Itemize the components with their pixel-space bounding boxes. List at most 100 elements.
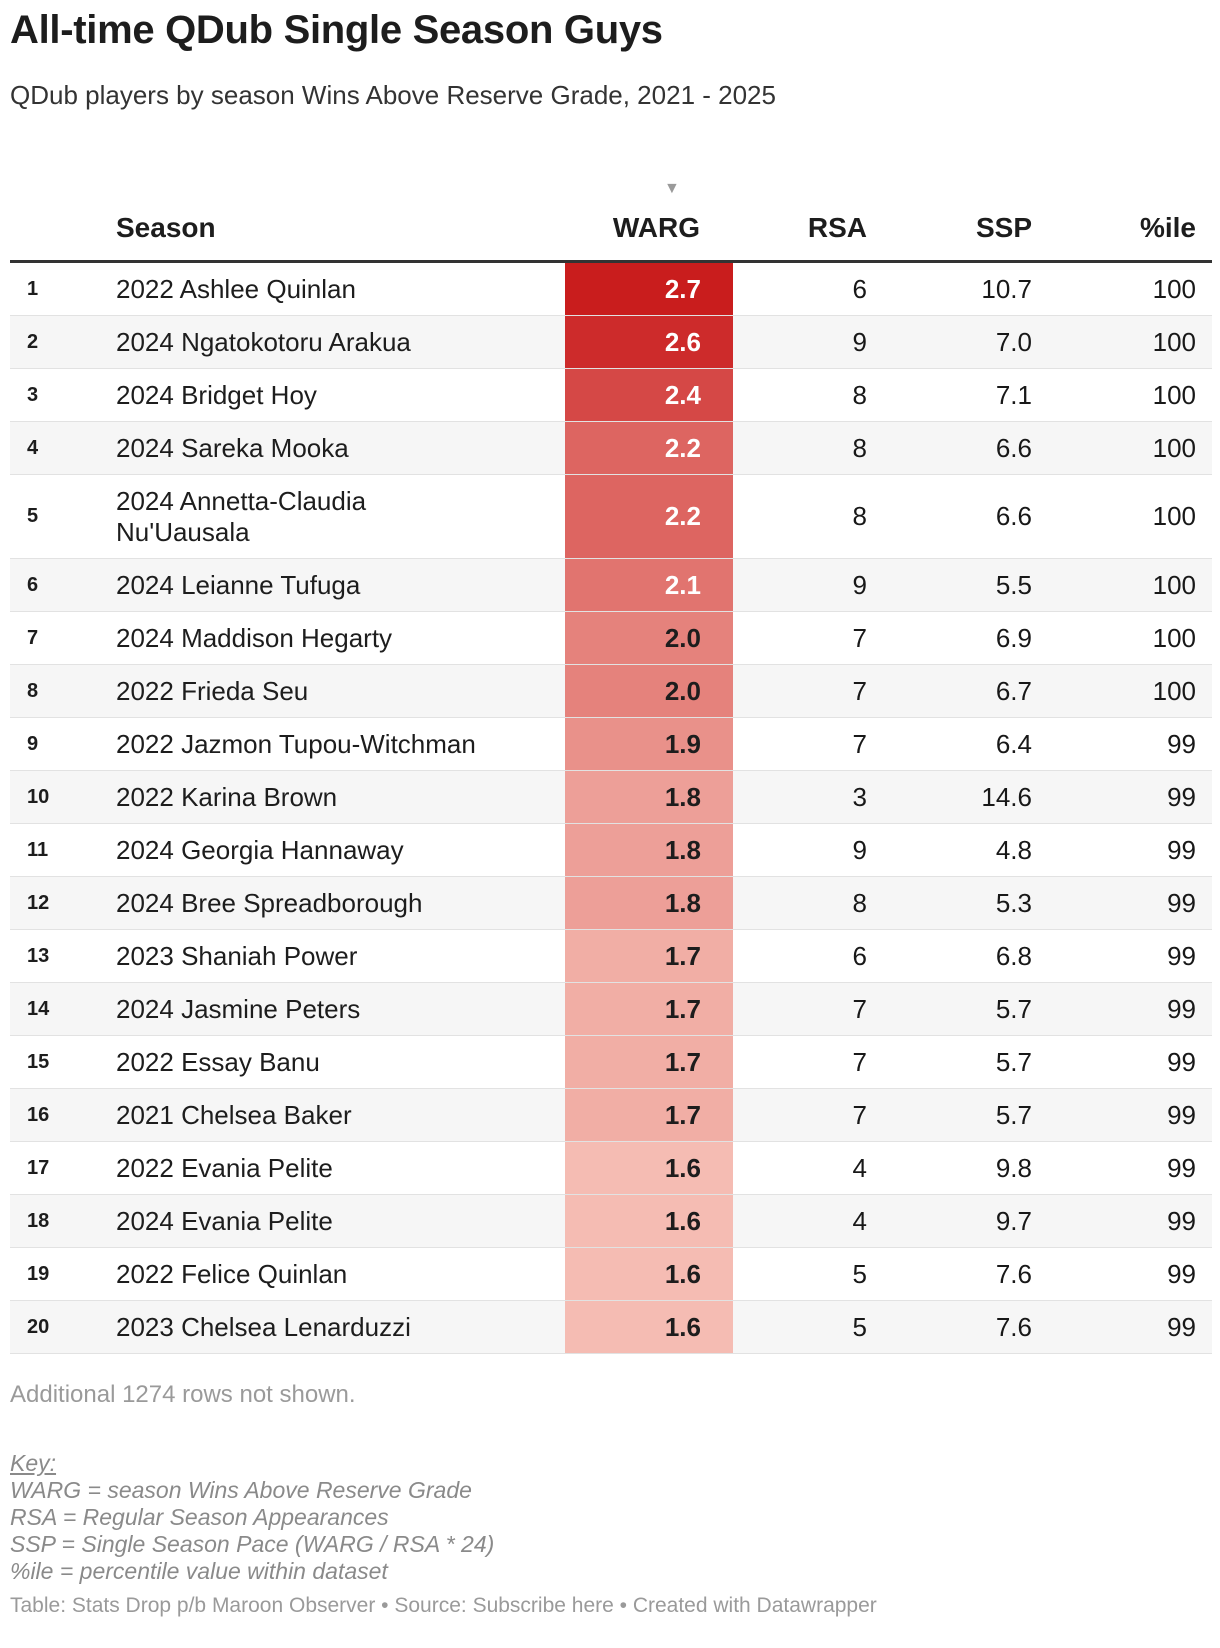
rank-cell: 19 [27, 1262, 50, 1285]
ssp-cell: 14.6 [981, 781, 1032, 812]
warg-cell: 1.7 [565, 930, 733, 982]
rank-cell: 7 [27, 626, 39, 649]
table-header: Season WARG RSA SSP %ile [10, 170, 1212, 263]
rsa-cell: 6 [852, 940, 867, 971]
percentile-cell: 99 [1167, 728, 1196, 759]
ssp-cell: 7.1 [995, 379, 1032, 410]
percentile-cell: 99 [1167, 1258, 1196, 1289]
warg-cell: 2.1 [565, 559, 733, 611]
season-cell: 2021 Chelsea Baker [116, 1099, 352, 1130]
table-row: 15 2022 Essay Banu 1.7 7 5.7 99 [10, 1036, 1212, 1089]
ssp-cell: 6.7 [995, 675, 1032, 706]
rsa-cell: 7 [852, 993, 867, 1024]
warg-cell: 1.8 [565, 877, 733, 929]
season-cell: 2022 Felice Quinlan [116, 1258, 348, 1289]
header-rsa[interactable]: RSA [807, 212, 867, 243]
chart-subtitle: QDub players by season Wins Above Reserv… [10, 80, 776, 110]
season-cell: 2024 Annetta-Claudia Nu'Uausala [116, 485, 367, 547]
rank-cell: 13 [27, 944, 50, 967]
percentile-cell: 99 [1167, 1099, 1196, 1130]
percentile-cell: 100 [1152, 432, 1196, 463]
header-warg[interactable]: WARG [612, 212, 700, 243]
table-row: 14 2024 Jasmine Peters 1.7 7 5.7 99 [10, 983, 1212, 1036]
key-title: Key: [10, 1450, 57, 1476]
season-cell: 2024 Ngatokotoru Arakua [116, 326, 411, 357]
ssp-cell: 5.3 [995, 887, 1032, 918]
season-cell: 2024 Bree Spreadborough [116, 887, 423, 918]
table-row: 7 2024 Maddison Hegarty 2.0 7 6.9 100 [10, 612, 1212, 665]
warg-cell: 2.7 [565, 263, 733, 315]
warg-cell: 1.6 [565, 1142, 733, 1194]
warg-cell: 1.7 [565, 983, 733, 1035]
ssp-cell: 6.9 [995, 622, 1032, 653]
rsa-cell: 7 [852, 675, 867, 706]
warg-cell: 2.2 [565, 422, 733, 474]
season-cell: 2024 Jasmine Peters [116, 993, 361, 1024]
table-row: 12 2024 Bree Spreadborough 1.8 8 5.3 99 [10, 877, 1212, 930]
season-cell: 2023 Shaniah Power [116, 940, 358, 971]
table-row: 6 2024 Leianne Tufuga 2.1 9 5.5 100 [10, 559, 1212, 612]
warg-cell: 1.8 [565, 824, 733, 876]
table-row: 5 2024 Annetta-Claudia Nu'Uausala 2.2 8 6.6 1… [10, 475, 1212, 559]
warg-cell: 2.0 [565, 665, 733, 717]
percentile-cell: 99 [1167, 1205, 1196, 1236]
rsa-cell: 7 [852, 622, 867, 653]
ssp-cell: 9.8 [995, 1152, 1032, 1183]
percentile-cell: 99 [1167, 1311, 1196, 1342]
table-row: 10 2022 Karina Brown 1.8 3 14.6 99 [10, 771, 1212, 824]
rsa-cell: 3 [852, 781, 867, 812]
rsa-cell: 5 [852, 1258, 867, 1289]
table-row: 17 2022 Evania Pelite 1.6 4 9.8 99 [10, 1142, 1212, 1195]
rsa-cell: 7 [852, 1046, 867, 1077]
table-row: 1 2022 Ashlee Quinlan 2.7 6 10.7 100 [10, 263, 1212, 316]
header-season[interactable]: Season [116, 212, 216, 243]
ssp-cell: 7.0 [995, 326, 1032, 357]
ssp-cell: 7.6 [995, 1311, 1032, 1342]
rsa-cell: 9 [852, 834, 867, 865]
ssp-cell: 4.8 [995, 834, 1032, 865]
rank-cell: 2 [27, 330, 39, 353]
table-row: 20 2023 Chelsea Lenarduzzi 1.6 5 7.6 99 [10, 1301, 1212, 1354]
season-cell: 2024 Leianne Tufuga [116, 569, 361, 600]
season-cell: 2024 Bridget Hoy [116, 379, 317, 410]
rank-cell: 8 [27, 679, 39, 702]
ssp-cell: 6.4 [995, 728, 1032, 759]
warg-cell: 1.9 [565, 718, 733, 770]
rsa-cell: 5 [852, 1311, 867, 1342]
season-cell: 2024 Georgia Hannaway [116, 834, 404, 865]
warg-cell: 1.7 [565, 1036, 733, 1088]
header-ssp[interactable]: SSP [975, 212, 1032, 243]
warg-cell: 1.7 [565, 1089, 733, 1141]
percentile-cell: 100 [1152, 675, 1196, 706]
ssp-cell: 10.7 [981, 273, 1032, 304]
percentile-cell: 100 [1152, 379, 1196, 410]
warg-cell: 2.6 [565, 316, 733, 368]
percentile-cell: 100 [1152, 501, 1196, 531]
key-line: WARG = season Wins Above Reserve Grade [10, 1477, 472, 1503]
chart-title: All-time QDub Single Season Guys [10, 8, 663, 52]
percentile-cell: 99 [1167, 834, 1196, 865]
ssp-cell: 5.7 [995, 1099, 1032, 1130]
rank-cell: 11 [27, 838, 49, 861]
rsa-cell: 8 [852, 432, 867, 463]
season-cell: 2024 Evania Pelite [116, 1205, 333, 1236]
key-notes: Key: WARG = season Wins Above Reserve Gr… [10, 1450, 494, 1585]
rank-cell: 3 [27, 383, 39, 406]
rank-cell: 15 [27, 1050, 50, 1073]
key-line: %ile = percentile value within dataset [10, 1558, 388, 1584]
ssp-cell: 5.7 [995, 1046, 1032, 1077]
rsa-cell: 9 [852, 569, 867, 600]
table-row: 13 2023 Shaniah Power 1.7 6 6.8 99 [10, 930, 1212, 983]
percentile-cell: 100 [1152, 326, 1196, 357]
header-percentile[interactable]: %ile [1139, 212, 1196, 243]
footer-credits: Table: Stats Drop p/b Maroon Observer • … [10, 1594, 877, 1617]
table-row: 4 2024 Sareka Mooka 2.2 8 6.6 100 [10, 422, 1212, 475]
ssp-cell: 6.8 [995, 940, 1032, 971]
ssp-cell: 6.6 [995, 432, 1032, 463]
more-rows-note: Additional 1274 rows not shown. [10, 1381, 356, 1408]
season-cell: 2022 Karina Brown [116, 781, 338, 812]
percentile-cell: 99 [1167, 1046, 1196, 1077]
rank-cell: 6 [27, 573, 39, 596]
table-row: 19 2022 Felice Quinlan 1.6 5 7.6 99 [10, 1248, 1212, 1301]
